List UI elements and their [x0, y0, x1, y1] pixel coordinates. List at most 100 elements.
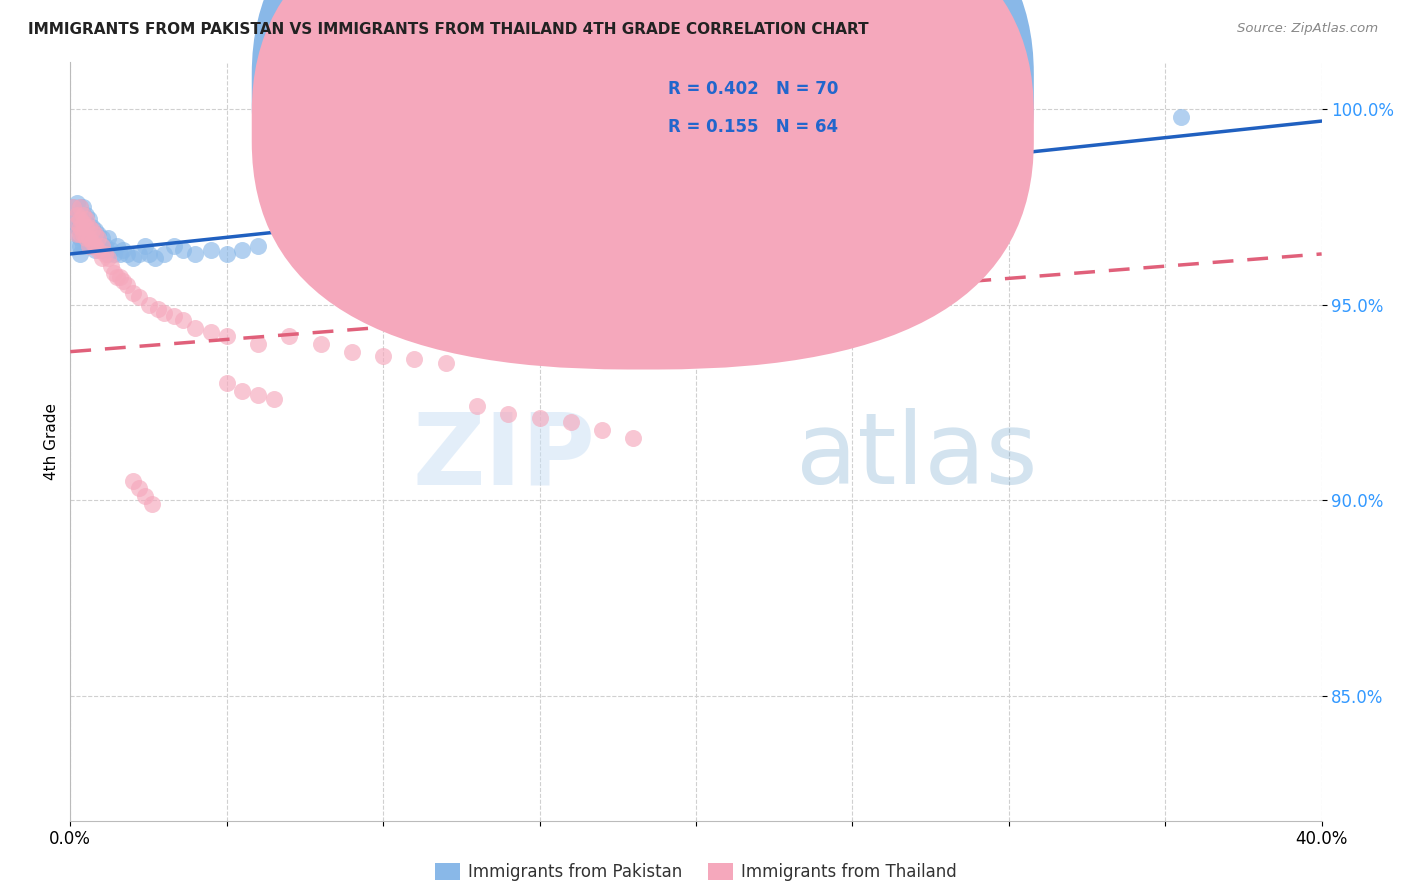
Point	[77, 211, 100, 226]
Point	[72, 227, 94, 242]
Point	[621, 431, 644, 445]
Point	[200, 243, 222, 257]
Point	[184, 321, 207, 335]
Point	[75, 231, 97, 245]
Point	[371, 349, 394, 363]
Point	[69, 239, 91, 253]
Point	[75, 216, 97, 230]
Point	[84, 231, 107, 245]
Point	[498, 235, 520, 250]
Point	[143, 251, 166, 265]
Point	[434, 239, 457, 253]
Point	[153, 305, 176, 319]
Point	[62, 200, 84, 214]
Point	[72, 227, 94, 242]
Point	[162, 239, 184, 253]
Point	[112, 243, 135, 257]
Point	[138, 247, 160, 261]
Point	[128, 290, 150, 304]
Legend: Immigrants from Pakistan, Immigrants from Thailand: Immigrants from Pakistan, Immigrants fro…	[429, 856, 963, 888]
Point	[72, 216, 94, 230]
Point	[77, 227, 100, 242]
Point	[215, 247, 238, 261]
Point	[97, 247, 120, 261]
Text: Source: ZipAtlas.com: Source: ZipAtlas.com	[1237, 22, 1378, 36]
Point	[110, 247, 132, 261]
Point	[84, 239, 107, 253]
Point	[247, 239, 270, 253]
Point	[77, 219, 100, 234]
Point	[75, 208, 97, 222]
Point	[84, 223, 107, 237]
Point	[121, 286, 145, 301]
Point	[103, 247, 125, 261]
Point	[72, 216, 94, 230]
Point	[84, 227, 107, 242]
Point	[138, 298, 160, 312]
Point	[69, 247, 91, 261]
Point	[105, 239, 128, 253]
Point	[77, 239, 100, 253]
FancyBboxPatch shape	[252, 0, 1033, 369]
Point	[340, 344, 363, 359]
Point	[278, 329, 301, 343]
Point	[90, 243, 112, 257]
Point	[65, 227, 87, 242]
Point	[82, 223, 104, 237]
Point	[172, 243, 194, 257]
Point	[90, 251, 112, 265]
Point	[231, 384, 253, 398]
Point	[498, 407, 520, 421]
Point	[172, 313, 194, 327]
Point	[72, 208, 94, 222]
Point	[65, 196, 87, 211]
Point	[247, 387, 270, 401]
Point	[134, 239, 156, 253]
Text: IMMIGRANTS FROM PAKISTAN VS IMMIGRANTS FROM THAILAND 4TH GRADE CORRELATION CHART: IMMIGRANTS FROM PAKISTAN VS IMMIGRANTS F…	[28, 22, 869, 37]
Point	[77, 231, 100, 245]
Point	[340, 235, 363, 250]
Point	[184, 247, 207, 261]
Point	[65, 208, 87, 222]
Point	[90, 231, 112, 245]
Point	[65, 219, 87, 234]
Point	[278, 235, 301, 250]
Point	[69, 200, 91, 214]
Point	[115, 278, 138, 293]
Point	[263, 392, 285, 406]
Point	[75, 223, 97, 237]
Point	[153, 247, 176, 261]
Point	[404, 235, 426, 250]
Point	[115, 247, 138, 261]
Point	[309, 239, 332, 253]
Point	[465, 231, 488, 245]
FancyBboxPatch shape	[602, 55, 903, 161]
Point	[65, 208, 87, 222]
Point	[87, 227, 110, 242]
Point	[105, 270, 128, 285]
Point	[128, 247, 150, 261]
Point	[100, 259, 122, 273]
Point	[371, 231, 394, 245]
Point	[434, 356, 457, 370]
Point	[75, 219, 97, 234]
Point	[112, 274, 135, 288]
Point	[84, 243, 107, 257]
Point	[82, 227, 104, 242]
Point	[72, 239, 94, 253]
Point	[103, 267, 125, 281]
Text: ZIP: ZIP	[413, 409, 596, 505]
Point	[141, 497, 163, 511]
Point	[77, 239, 100, 253]
FancyBboxPatch shape	[252, 0, 1033, 332]
Point	[247, 336, 270, 351]
Text: R = 0.155   N = 64: R = 0.155 N = 64	[668, 118, 838, 136]
Point	[146, 301, 169, 316]
Point	[69, 208, 91, 222]
Point	[93, 247, 115, 261]
Point	[404, 352, 426, 367]
Point	[215, 329, 238, 343]
Point	[65, 216, 87, 230]
Point	[591, 423, 613, 437]
Point	[65, 239, 87, 253]
